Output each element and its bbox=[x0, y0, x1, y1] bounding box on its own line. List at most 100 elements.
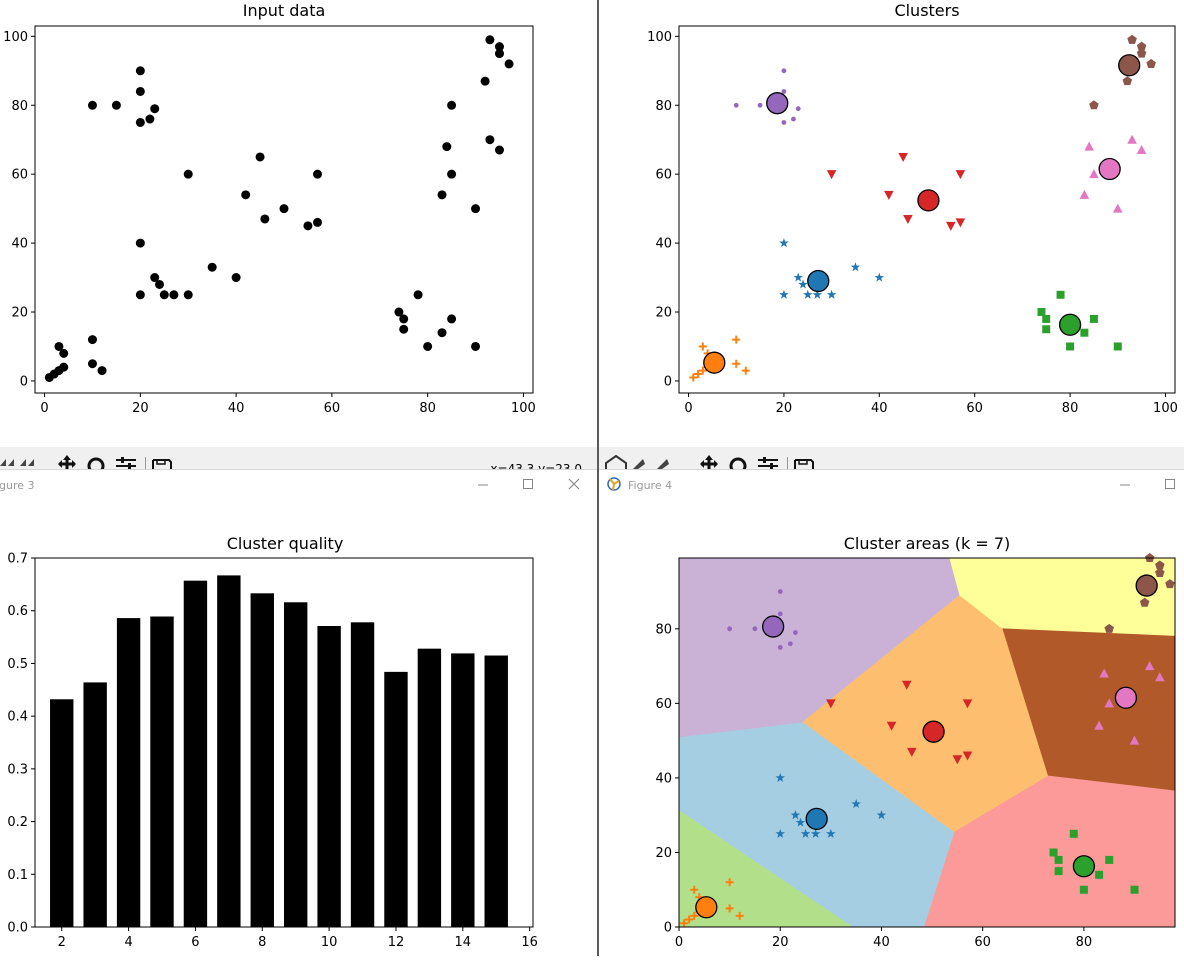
square-point bbox=[1105, 855, 1114, 864]
home-icon[interactable] bbox=[605, 454, 627, 469]
triangle-up-point bbox=[1079, 189, 1090, 199]
data-point bbox=[260, 214, 270, 224]
triangle-up-point bbox=[1112, 203, 1123, 213]
x-tick-label: 100 bbox=[511, 401, 536, 416]
maximize-icon[interactable] bbox=[518, 476, 542, 494]
axes-clusters: 0 20 40 60 80 100 0 20 40 60 80 100 bbox=[647, 25, 1178, 416]
configure-subplots-icon[interactable] bbox=[758, 457, 778, 469]
close-icon[interactable] bbox=[562, 476, 586, 494]
minimize-icon[interactable] bbox=[474, 476, 498, 494]
data-point bbox=[471, 341, 481, 351]
pan-move-icon[interactable] bbox=[58, 455, 76, 469]
forward-arrow-icon[interactable] bbox=[20, 459, 34, 466]
data-point bbox=[399, 324, 409, 334]
square-point bbox=[1080, 328, 1089, 337]
y-tick-label: 80 bbox=[655, 622, 672, 637]
triangle-down-point bbox=[901, 680, 912, 690]
triangle-up-point bbox=[1089, 169, 1099, 179]
save-figure-icon[interactable] bbox=[794, 459, 814, 469]
configure-subplots-icon[interactable] bbox=[116, 457, 136, 469]
data-point bbox=[255, 152, 265, 162]
cluster-centroid bbox=[703, 351, 726, 374]
x-tick-label: 40 bbox=[228, 401, 245, 416]
square-point bbox=[1042, 314, 1051, 323]
bar bbox=[317, 626, 341, 927]
star-point bbox=[775, 772, 785, 782]
dot-point bbox=[733, 102, 739, 108]
triangle-down-point bbox=[884, 190, 894, 200]
chart-title-cluster-quality: Cluster quality bbox=[227, 534, 344, 553]
triangle-down-point bbox=[962, 751, 973, 761]
star-point bbox=[876, 810, 887, 820]
triangle-up-point bbox=[1144, 661, 1155, 671]
y-tick-label: 0.0 bbox=[7, 921, 28, 936]
data-point bbox=[399, 314, 409, 324]
chart-title-input-data: Input data bbox=[243, 1, 326, 20]
x-tick-label: 0 bbox=[684, 401, 692, 416]
star-point bbox=[826, 828, 836, 838]
square-point bbox=[1056, 290, 1065, 299]
x-tick-label: 60 bbox=[974, 935, 991, 950]
plus-point bbox=[689, 373, 698, 382]
pan-move-icon[interactable] bbox=[700, 455, 718, 469]
x-tick-label: 10 bbox=[321, 935, 338, 950]
bar bbox=[384, 671, 408, 927]
x-tick-label: 80 bbox=[1076, 935, 1093, 950]
maximize-icon[interactable] bbox=[1158, 476, 1182, 494]
cluster-centroid bbox=[761, 615, 785, 638]
x-tick-label: 16 bbox=[521, 935, 538, 950]
pentagon-point bbox=[1155, 560, 1165, 570]
forward-arrow-icon[interactable] bbox=[657, 459, 669, 469]
dot-point bbox=[777, 589, 783, 594]
figure-1-window: Input data 0 20 40 60 80 100 0 20 40 60 80 100 bbox=[0, 0, 598, 476]
data-point bbox=[135, 238, 145, 248]
square-point bbox=[1079, 885, 1088, 894]
star-point bbox=[874, 272, 885, 282]
bar bbox=[417, 648, 442, 927]
data-point bbox=[394, 307, 404, 317]
star-point bbox=[800, 828, 811, 838]
data-point bbox=[485, 35, 495, 45]
star-point bbox=[812, 289, 823, 299]
data-point bbox=[59, 362, 69, 372]
triangle-down-point bbox=[903, 214, 913, 224]
save-figure-icon[interactable] bbox=[152, 459, 172, 469]
star-point bbox=[850, 262, 861, 272]
data-point bbox=[413, 290, 423, 300]
star-point bbox=[803, 289, 813, 299]
square-point bbox=[1042, 325, 1051, 334]
plus-point bbox=[698, 342, 707, 351]
cluster-centroid bbox=[805, 807, 828, 831]
triangle-down-point bbox=[826, 170, 837, 180]
data-point bbox=[169, 290, 179, 300]
plus-point bbox=[680, 919, 689, 928]
cluster-centroid bbox=[1135, 574, 1158, 597]
data-point bbox=[207, 262, 217, 272]
minimize-icon[interactable] bbox=[1114, 476, 1138, 494]
dot-point bbox=[795, 106, 801, 112]
data-point bbox=[54, 341, 64, 351]
square-point bbox=[1069, 829, 1078, 838]
y-tick-label: 0 bbox=[664, 921, 672, 936]
dot-point bbox=[752, 626, 758, 632]
y-tick-label: 20 bbox=[655, 306, 672, 321]
data-point bbox=[135, 86, 145, 96]
axes-input-data: 0 20 40 60 80 100 0 20 40 60 80 100 bbox=[3, 25, 536, 416]
figure-3-window: gure 3 Cluster quality 2 4 6 8 10 12 14 16 0.0 0.… bbox=[0, 469, 598, 956]
toolbar-separator bbox=[145, 457, 146, 469]
back-arrow-icon[interactable] bbox=[0, 459, 14, 466]
back-arrow-icon[interactable] bbox=[633, 459, 645, 469]
figure-2-window: Clusters 0 20 40 60 80 100 0 20 40 60 80 100 bbox=[599, 0, 1184, 475]
x-tick-label: 80 bbox=[1062, 401, 1079, 416]
figure-4-window-title: Figure 4 bbox=[628, 479, 672, 492]
bar bbox=[350, 622, 375, 927]
x-tick-label: 8 bbox=[258, 935, 266, 950]
pentagon-point bbox=[1127, 34, 1137, 44]
bar bbox=[484, 655, 508, 927]
cluster-centroid bbox=[807, 269, 830, 293]
data-point bbox=[183, 290, 193, 300]
data-point bbox=[447, 100, 457, 110]
square-point bbox=[1066, 342, 1075, 351]
triangle-down-point bbox=[952, 755, 963, 765]
axes-cluster-areas: 0 20 40 60 80 0 20 40 60 80 bbox=[655, 553, 1176, 950]
